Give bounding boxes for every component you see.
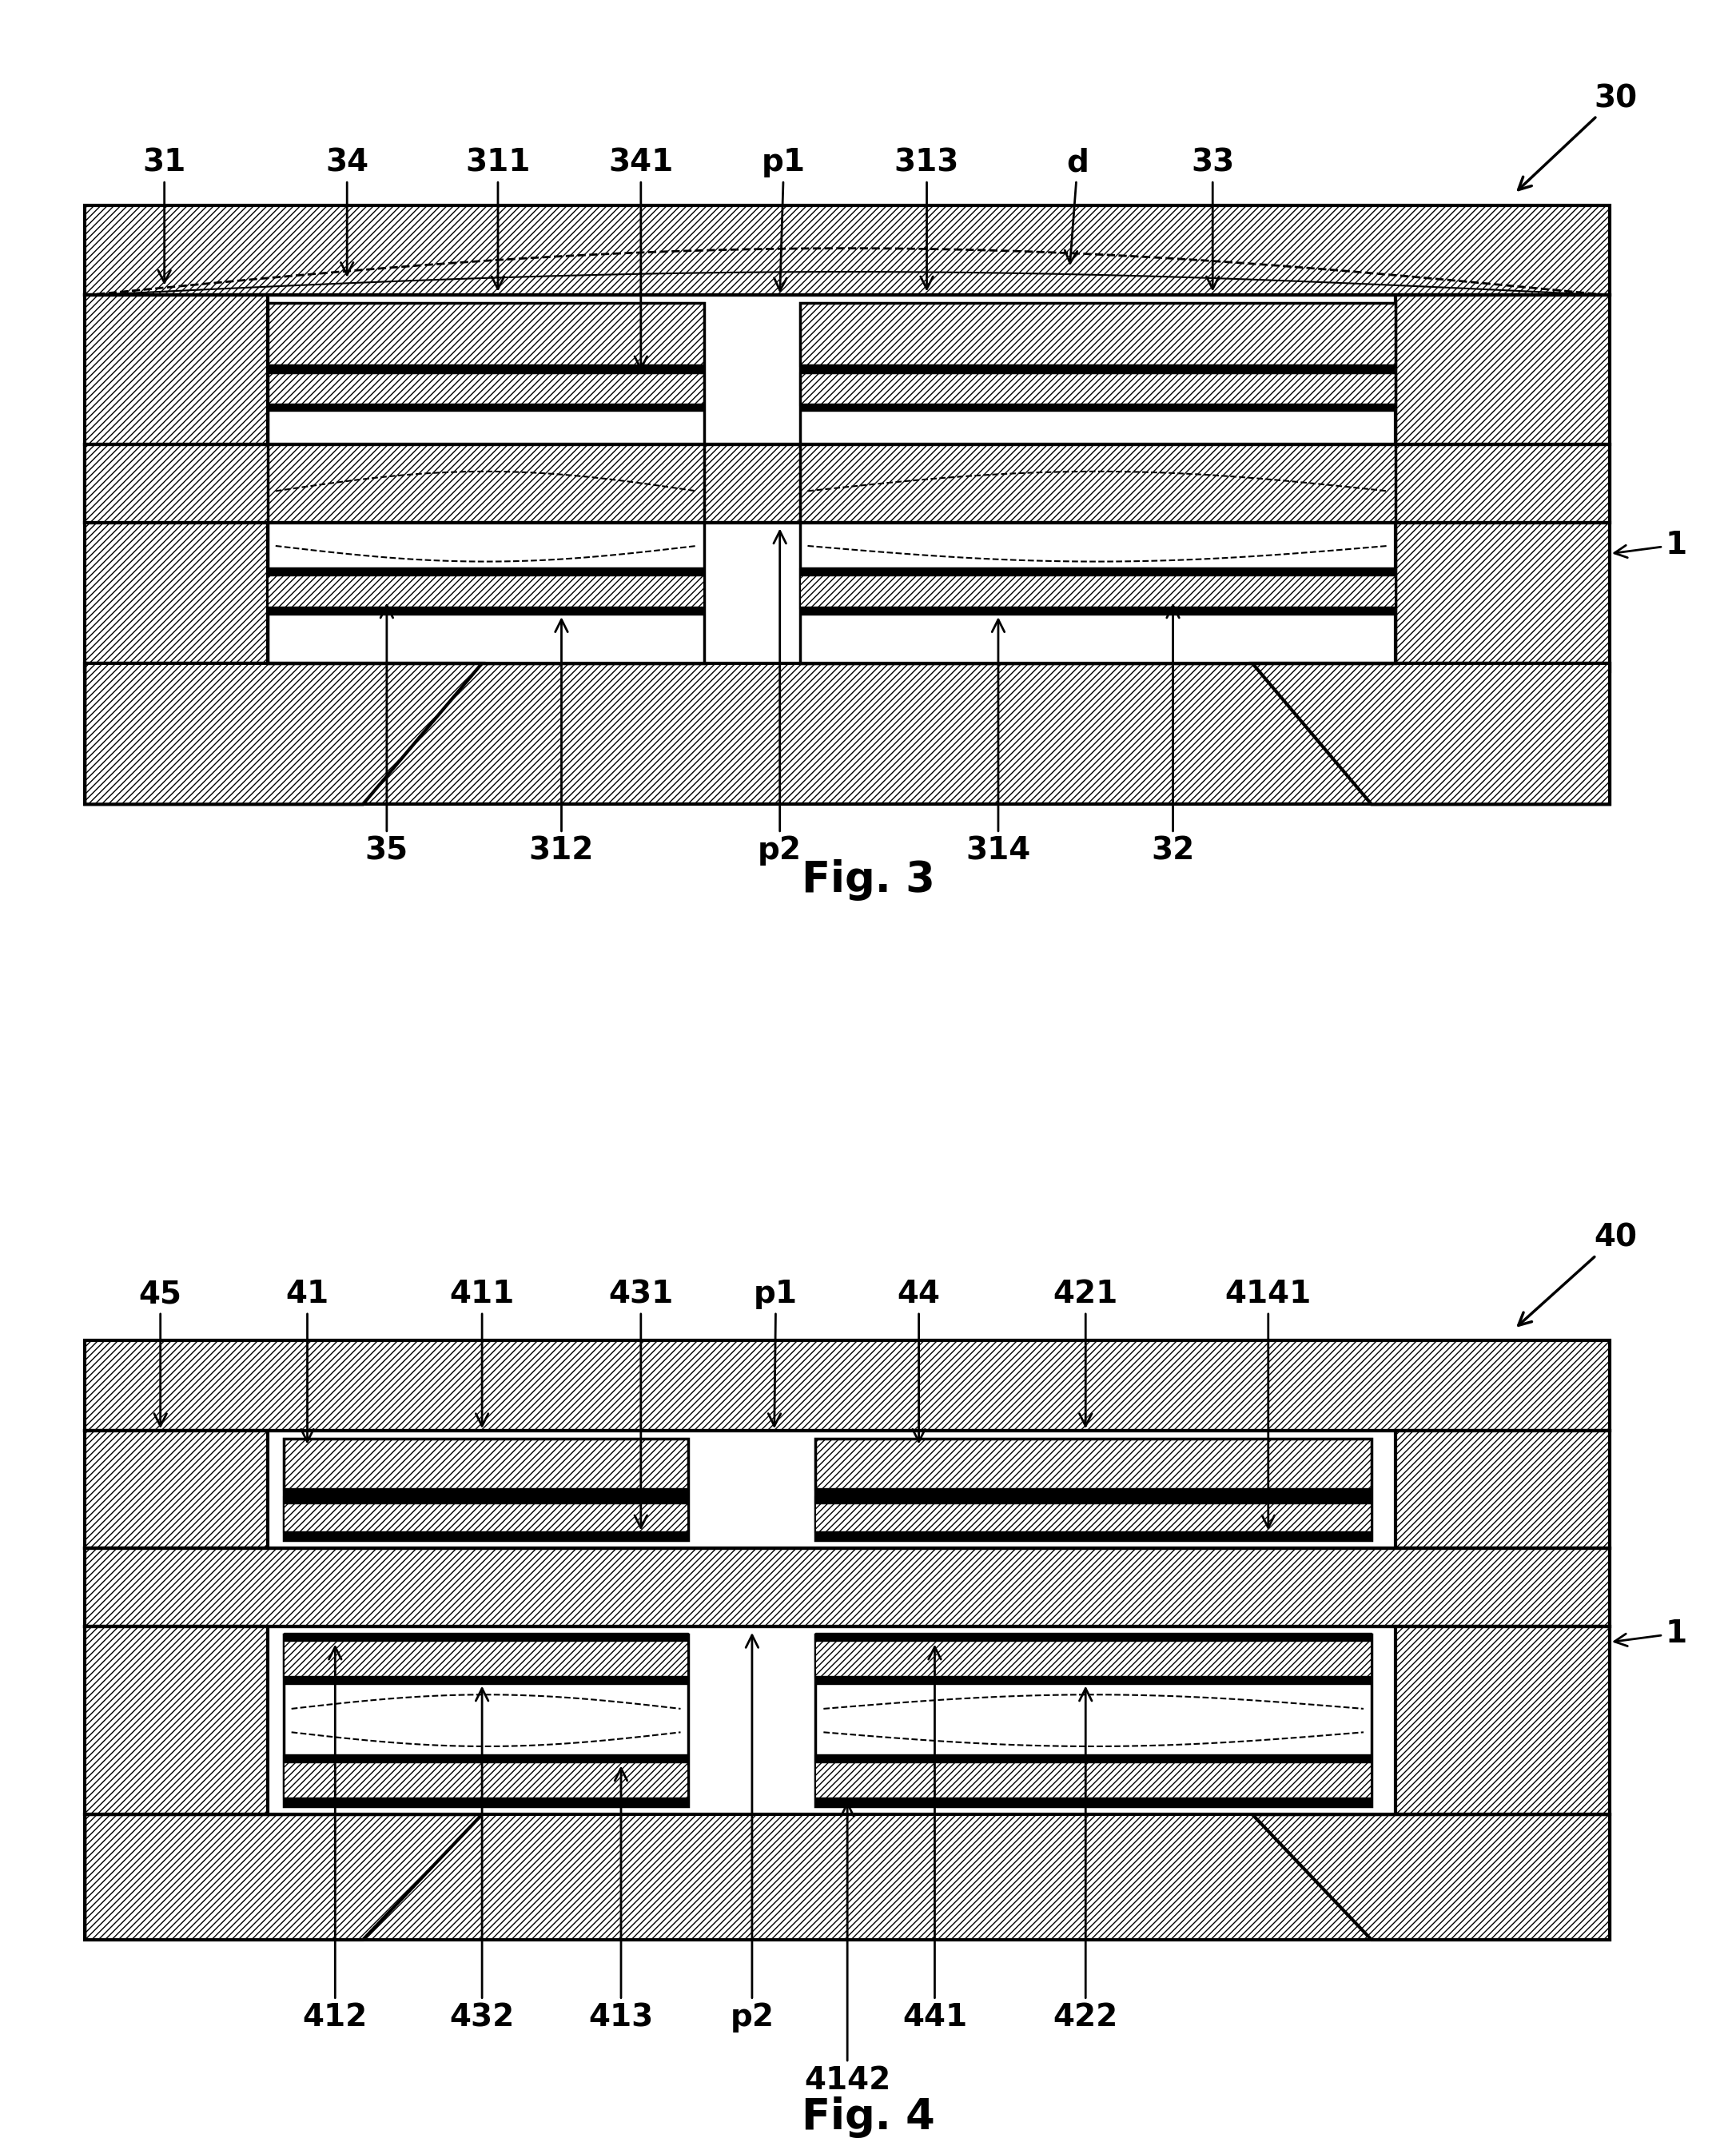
Text: 40: 40 — [1519, 1223, 1637, 1326]
Bar — [816, 1498, 1371, 1532]
Bar — [85, 1341, 1609, 1431]
Bar — [816, 1438, 1371, 1541]
Text: 34: 34 — [325, 148, 368, 275]
Bar — [283, 1633, 689, 1642]
Text: 311: 311 — [465, 148, 531, 290]
Bar — [267, 607, 705, 614]
Bar — [267, 303, 705, 663]
Text: p2: p2 — [731, 1635, 774, 2032]
Text: 313: 313 — [894, 148, 960, 290]
Bar — [85, 663, 1609, 805]
Text: 30: 30 — [1519, 84, 1637, 189]
Polygon shape — [1252, 1816, 1609, 1940]
Bar — [1396, 296, 1609, 672]
Text: 1: 1 — [1614, 530, 1687, 560]
Text: 4142: 4142 — [804, 1803, 891, 2094]
Bar — [800, 365, 1396, 373]
Bar — [283, 1496, 689, 1504]
Bar — [267, 303, 705, 365]
Text: 441: 441 — [903, 1646, 967, 2032]
Text: 413: 413 — [589, 1768, 653, 2032]
Bar — [283, 1635, 689, 1678]
Bar — [267, 365, 705, 373]
Bar — [283, 1530, 689, 1539]
Text: p2: p2 — [759, 530, 802, 867]
Bar — [85, 1547, 1609, 1627]
Bar — [816, 1496, 1371, 1504]
Bar — [283, 1498, 689, 1532]
Text: 422: 422 — [1054, 1689, 1118, 2032]
Text: 412: 412 — [302, 1646, 368, 2032]
Bar — [283, 1438, 689, 1541]
Text: 431: 431 — [608, 1279, 674, 1528]
Text: p1: p1 — [753, 1279, 799, 1427]
Bar — [816, 1635, 1371, 1807]
Bar — [816, 1755, 1371, 1798]
Text: 35: 35 — [365, 605, 408, 867]
Bar — [1396, 1627, 1609, 1816]
Bar — [800, 569, 1396, 609]
Bar — [800, 303, 1396, 663]
Text: 45: 45 — [139, 1279, 182, 1427]
Text: 33: 33 — [1191, 148, 1234, 290]
Bar — [283, 1755, 689, 1798]
Text: d: d — [1064, 148, 1088, 264]
Bar — [816, 1796, 1371, 1805]
Bar — [816, 1633, 1371, 1642]
Text: 432: 432 — [450, 1689, 514, 2032]
Bar — [283, 1635, 689, 1807]
Bar — [816, 1635, 1371, 1678]
Bar — [800, 373, 1396, 406]
Bar — [283, 1796, 689, 1805]
Bar — [800, 607, 1396, 614]
Bar — [267, 569, 705, 609]
Text: 32: 32 — [1151, 605, 1194, 867]
Bar — [267, 569, 705, 575]
Text: 341: 341 — [608, 148, 674, 369]
Text: 421: 421 — [1054, 1279, 1118, 1427]
Bar — [800, 569, 1396, 575]
Text: 41: 41 — [286, 1279, 328, 1442]
Bar — [267, 403, 705, 412]
Text: 314: 314 — [965, 620, 1031, 867]
Bar — [85, 1431, 267, 1547]
Text: 411: 411 — [450, 1279, 514, 1427]
Text: 44: 44 — [898, 1279, 941, 1442]
Bar — [85, 206, 1609, 296]
Bar — [283, 1487, 689, 1498]
Text: 1: 1 — [1614, 1618, 1687, 1648]
Bar — [816, 1753, 1371, 1762]
Bar — [816, 1438, 1371, 1489]
Polygon shape — [1252, 663, 1609, 805]
Bar — [283, 1438, 689, 1489]
Bar — [1396, 1431, 1609, 1547]
Text: 4141: 4141 — [1226, 1279, 1311, 1528]
Text: Fig. 3: Fig. 3 — [802, 858, 934, 901]
Text: Fig. 4: Fig. 4 — [802, 2097, 934, 2137]
Bar — [283, 1753, 689, 1762]
Bar — [816, 1530, 1371, 1539]
Bar — [816, 1487, 1371, 1498]
Bar — [816, 1676, 1371, 1685]
Bar — [267, 373, 705, 406]
Text: 312: 312 — [529, 620, 594, 867]
Polygon shape — [85, 663, 483, 805]
Bar — [85, 444, 1609, 521]
Bar — [800, 403, 1396, 412]
Bar — [283, 1676, 689, 1685]
Text: p1: p1 — [762, 148, 806, 290]
Bar — [85, 1627, 267, 1816]
Bar — [800, 303, 1396, 365]
Polygon shape — [85, 1816, 483, 1940]
Bar — [85, 1816, 1609, 1940]
Text: 31: 31 — [142, 148, 186, 283]
Bar — [85, 296, 267, 672]
